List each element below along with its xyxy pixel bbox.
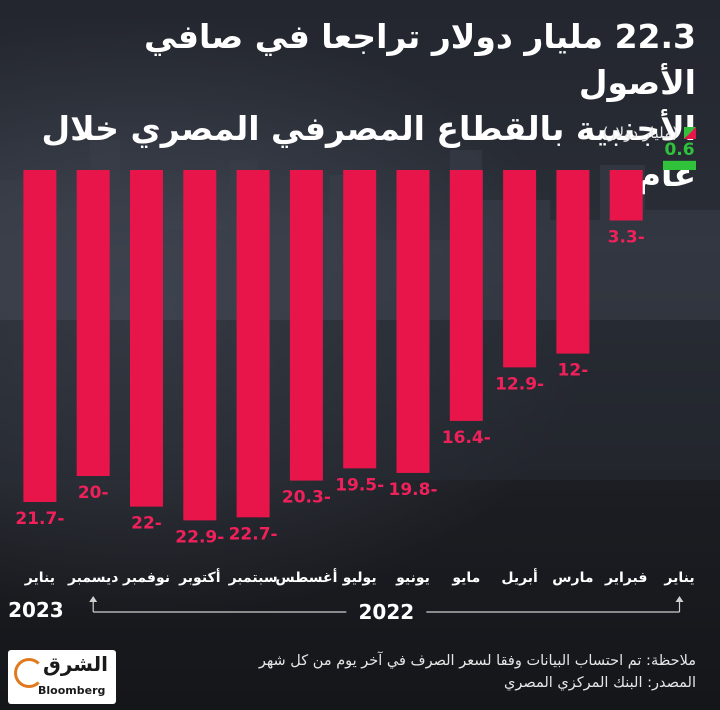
bar-5 — [396, 170, 430, 473]
value-label-7: 20.3- — [282, 488, 331, 508]
value-label-8: 22.7- — [229, 524, 278, 544]
unit-legend: (مليار دولار) — [602, 124, 696, 142]
value-label-3: 12.9- — [495, 374, 544, 394]
x-tick-label-7: أغسطس — [275, 568, 337, 586]
logo-swirl-icon — [14, 658, 44, 688]
year-label-0: 2022 — [359, 600, 415, 624]
value-label-10: 22- — [131, 514, 162, 534]
unit-label: (مليار دولار) — [602, 124, 678, 142]
bar-0 — [663, 160, 696, 170]
logo-arabic: الشرق — [42, 652, 108, 676]
green-red-square-icon — [684, 127, 696, 139]
x-tick-label-1: فبراير — [604, 570, 647, 586]
value-label-12: 21.7- — [15, 509, 64, 529]
chart-title: 22.3 مليار دولار تراجعا في صافي الأصول ا… — [16, 14, 696, 198]
bar-12 — [23, 170, 57, 503]
x-tick-label-3: أبريل — [501, 568, 538, 586]
footnote: ملاحظة: تم احتساب البيانات وفقا لسعر الص… — [259, 650, 696, 694]
source-text: المصدر: البنك المركزي المصري — [504, 675, 696, 691]
x-tick-labels-group: يناير فبراير مارس أبريل مايو يونيو يوليو أغسطسس… — [24, 568, 695, 586]
note-text: ملاحظة: تم احتساب البيانات وفقا لسعر الص… — [258, 653, 696, 669]
bars-group — [23, 160, 696, 521]
x-tick-label-2: مارس — [552, 570, 593, 586]
bar-8 — [236, 170, 270, 518]
year-arrow-left-0 — [89, 596, 98, 602]
x-tick-label-0: يناير — [663, 570, 694, 586]
x-tick-label-9: أكتوبر — [178, 568, 220, 586]
x-tick-label-8: سبتمبر — [228, 570, 278, 586]
value-label-0: 0.6 — [664, 140, 694, 160]
year-arrow-right-0 — [675, 596, 684, 602]
asharq-bloomberg-logo: الشرق Bloomberg — [8, 650, 116, 704]
bar-4 — [449, 170, 483, 421]
bar-2 — [556, 170, 590, 354]
bar-7 — [289, 170, 323, 481]
title-line-1: 22.3 مليار دولار تراجعا في صافي الأصول — [144, 17, 696, 102]
value-label-4: 16.4- — [442, 428, 491, 448]
year-groups: 2022 2023 — [8, 596, 684, 624]
bar-11 — [76, 170, 110, 476]
x-tick-label-4: مايو — [451, 570, 480, 586]
year-label-1: 2023 — [8, 598, 64, 622]
value-label-5: 19.8- — [389, 480, 438, 500]
bar-1 — [609, 170, 643, 221]
x-tick-label-5: يونيو — [395, 570, 430, 586]
bar-3 — [503, 170, 537, 368]
value-label-6: 19.5- — [335, 475, 384, 495]
bar-9 — [183, 170, 217, 521]
x-tick-label-11: ديسمبر — [67, 570, 119, 586]
value-labels-group: 0.6 3.3- 12- 12.9- 16.4- 19.8-19.5-20.3-22.7-… — [15, 140, 694, 548]
x-tick-label-6: يوليو — [342, 570, 377, 586]
value-label-1: 3.3- — [608, 227, 645, 247]
value-label-9: 22.9- — [175, 527, 224, 547]
bar-10 — [130, 170, 163, 507]
value-label-2: 12- — [558, 361, 589, 381]
bar-6 — [343, 170, 377, 469]
x-tick-label-12: يناير — [24, 570, 55, 586]
x-tick-label-10: نوفمبر — [122, 570, 170, 586]
value-label-11: 20- — [78, 483, 109, 503]
bar-chart: 0.6 3.3- 12- 12.9- 16.4- 19.8-19.5-20.3-22.7-… — [8, 140, 696, 624]
logo-latin: Bloomberg — [38, 684, 106, 697]
title-line-2: الأجنبية بالقطاع المصرفي المصري خلال عام — [41, 109, 696, 194]
